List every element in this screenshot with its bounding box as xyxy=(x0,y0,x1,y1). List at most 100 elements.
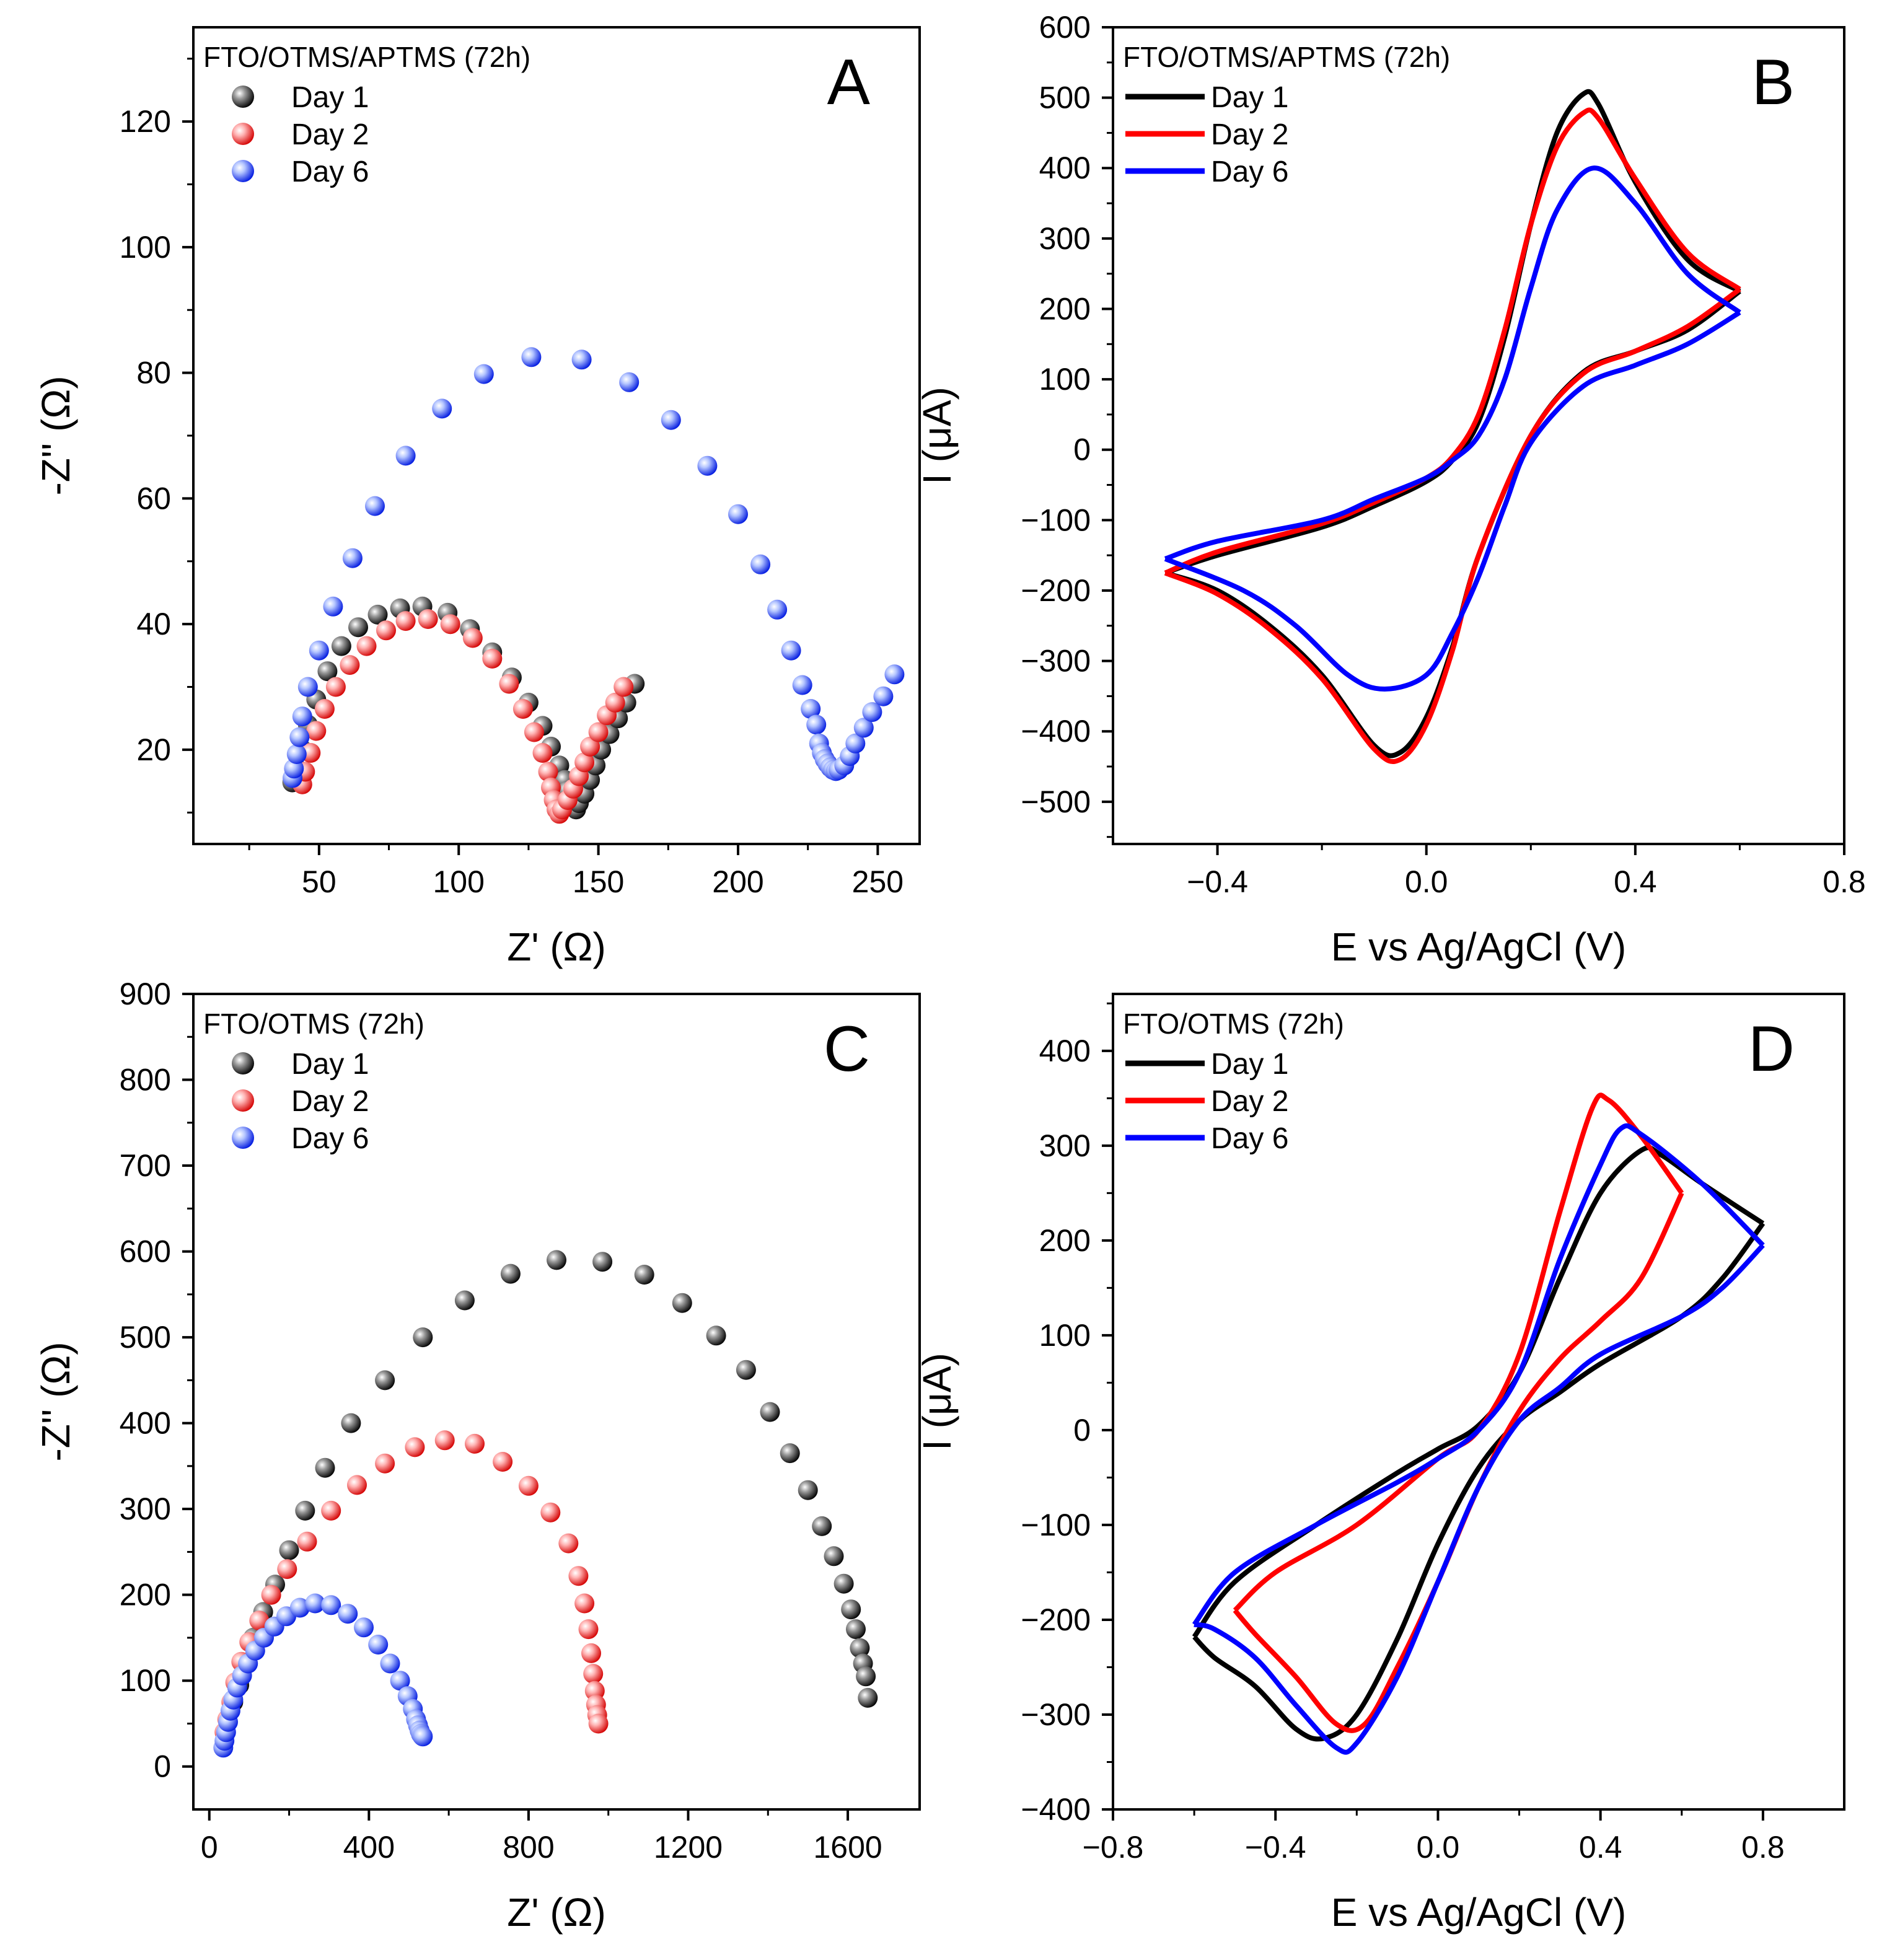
plot-frame xyxy=(1112,993,1845,1811)
data-point xyxy=(354,1617,374,1638)
x-tick-label: 250 xyxy=(852,864,904,899)
y-axis: 20 40 60 80 100 120 -Z'' (Ω) xyxy=(33,58,193,814)
data-point xyxy=(277,1559,297,1580)
data-point xyxy=(873,686,894,706)
y-tick-label: 400 xyxy=(120,1406,171,1441)
data-point xyxy=(518,1475,539,1496)
data-point xyxy=(538,762,558,782)
data-point xyxy=(356,636,377,656)
y-tick-label: 600 xyxy=(1039,10,1091,45)
data-point xyxy=(340,655,360,675)
x-tick-label: 800 xyxy=(503,1830,554,1865)
legend-entry: Day 6 xyxy=(1125,1122,1288,1155)
x-tick-label: 1200 xyxy=(654,1830,723,1865)
data-point xyxy=(432,398,452,419)
data-point xyxy=(321,1595,341,1615)
legend-entry: Day 2 xyxy=(1125,118,1288,151)
y-tick-label: 600 xyxy=(120,1234,171,1269)
series-line-reverse xyxy=(1164,287,1741,764)
x-axis-label: E vs Ag/AgCl (V) xyxy=(1331,1890,1627,1935)
y-tick-label: −100 xyxy=(1021,503,1091,537)
y-tick-label: 200 xyxy=(1039,1223,1091,1258)
legend-label: Day 6 xyxy=(291,156,369,188)
series-day-1 xyxy=(223,1250,878,1712)
x-tick-label: 150 xyxy=(573,864,624,899)
legend-label: Day 1 xyxy=(1211,81,1288,114)
series-line-forward xyxy=(1233,1092,1684,1612)
legend-title: FTO/OTMS/APTMS (72h) xyxy=(203,41,530,73)
data-point xyxy=(605,692,625,713)
data-point xyxy=(375,1370,395,1391)
data-point xyxy=(801,699,821,719)
legend-entry: Day 1 xyxy=(232,81,369,114)
y-tick-label: 200 xyxy=(120,1578,171,1612)
data-point xyxy=(286,744,307,764)
plot-area xyxy=(1164,89,1741,764)
data-point xyxy=(317,661,338,682)
legend: FTO/OTMS/APTMS (72h) Day 1 Day 2 Day 6 xyxy=(1123,41,1450,188)
data-point xyxy=(261,1584,281,1605)
x-axis: −0.8 −0.4 0.0 0.4 0.8 E vs Ag/AgCl (V) xyxy=(1083,1809,1785,1935)
data-point xyxy=(297,677,318,697)
data-point xyxy=(521,347,542,367)
x-axis: 50 100 150 200 250 Z' (Ω) xyxy=(248,844,904,969)
series-day-1 xyxy=(282,596,645,820)
series-line-forward xyxy=(1164,165,1741,561)
x-tick-label: 1600 xyxy=(813,1830,882,1865)
data-point xyxy=(634,1265,654,1285)
data-point xyxy=(574,752,595,773)
series-line-forward xyxy=(1164,107,1741,576)
y-axis: −400 −300 −200 −100 0 100 200 300 400 I (μA) xyxy=(915,1002,1113,1827)
data-point xyxy=(856,1666,876,1687)
data-point xyxy=(321,1500,341,1521)
series-day-6 xyxy=(213,1593,433,1758)
data-point xyxy=(347,1475,367,1495)
y-tick-label: 300 xyxy=(120,1492,171,1526)
data-point xyxy=(845,733,866,754)
panel-label: C xyxy=(824,1013,870,1085)
y-tick-label: 100 xyxy=(120,1663,171,1698)
data-point xyxy=(578,1619,599,1640)
data-point xyxy=(728,504,748,524)
data-point xyxy=(588,1713,609,1734)
legend-entry: Day 1 xyxy=(232,1048,369,1081)
x-tick-label: 0 xyxy=(201,1830,218,1865)
data-point xyxy=(499,674,519,694)
x-tick-label: 0.8 xyxy=(1823,864,1866,899)
plot-frame xyxy=(192,993,921,1811)
legend-label: Day 2 xyxy=(291,118,369,151)
data-point xyxy=(376,620,396,641)
data-point xyxy=(341,1413,361,1433)
y-tick-label: 400 xyxy=(1039,1034,1091,1068)
data-point xyxy=(279,1540,299,1560)
data-point xyxy=(532,743,553,763)
x-tick-label: 0.0 xyxy=(1405,864,1448,899)
legend-label: Day 2 xyxy=(1211,1085,1288,1118)
y-tick-label: 500 xyxy=(1039,81,1091,115)
data-point xyxy=(706,1325,726,1346)
y-tick-label: 500 xyxy=(120,1320,171,1355)
y-axis-label: -Z'' (Ω) xyxy=(33,1342,78,1461)
plot-area xyxy=(1192,1092,1766,1755)
y-tick-label: 120 xyxy=(120,104,171,139)
data-point xyxy=(338,1604,358,1624)
data-point xyxy=(375,1453,395,1474)
y-tick-label: −200 xyxy=(1021,1602,1091,1637)
series-day-6 xyxy=(1192,1123,1765,1755)
data-point xyxy=(493,1452,513,1472)
series-day-2 xyxy=(1233,1092,1684,1733)
data-point xyxy=(395,611,416,631)
legend-title: FTO/OTMS (72h) xyxy=(203,1008,424,1040)
y-axis-label: -Z'' (Ω) xyxy=(33,376,78,495)
data-point xyxy=(568,1566,589,1586)
legend-label: Day 1 xyxy=(291,1048,369,1081)
y-tick-label: 20 xyxy=(136,732,171,767)
panel-b: −0.4 0.0 0.4 0.8 E vs Ag/AgCl (V) −500 −400 −30… xyxy=(915,10,1866,969)
data-point xyxy=(315,1457,335,1478)
data-point xyxy=(390,1671,410,1691)
data-point xyxy=(846,1619,866,1640)
panel-d: −0.8 −0.4 0.0 0.4 0.8 E vs Ag/AgCl (V) −400 −30… xyxy=(915,993,1845,1935)
plot-area xyxy=(282,347,905,824)
series-line-forward xyxy=(1192,1123,1765,1627)
data-point xyxy=(323,596,343,617)
